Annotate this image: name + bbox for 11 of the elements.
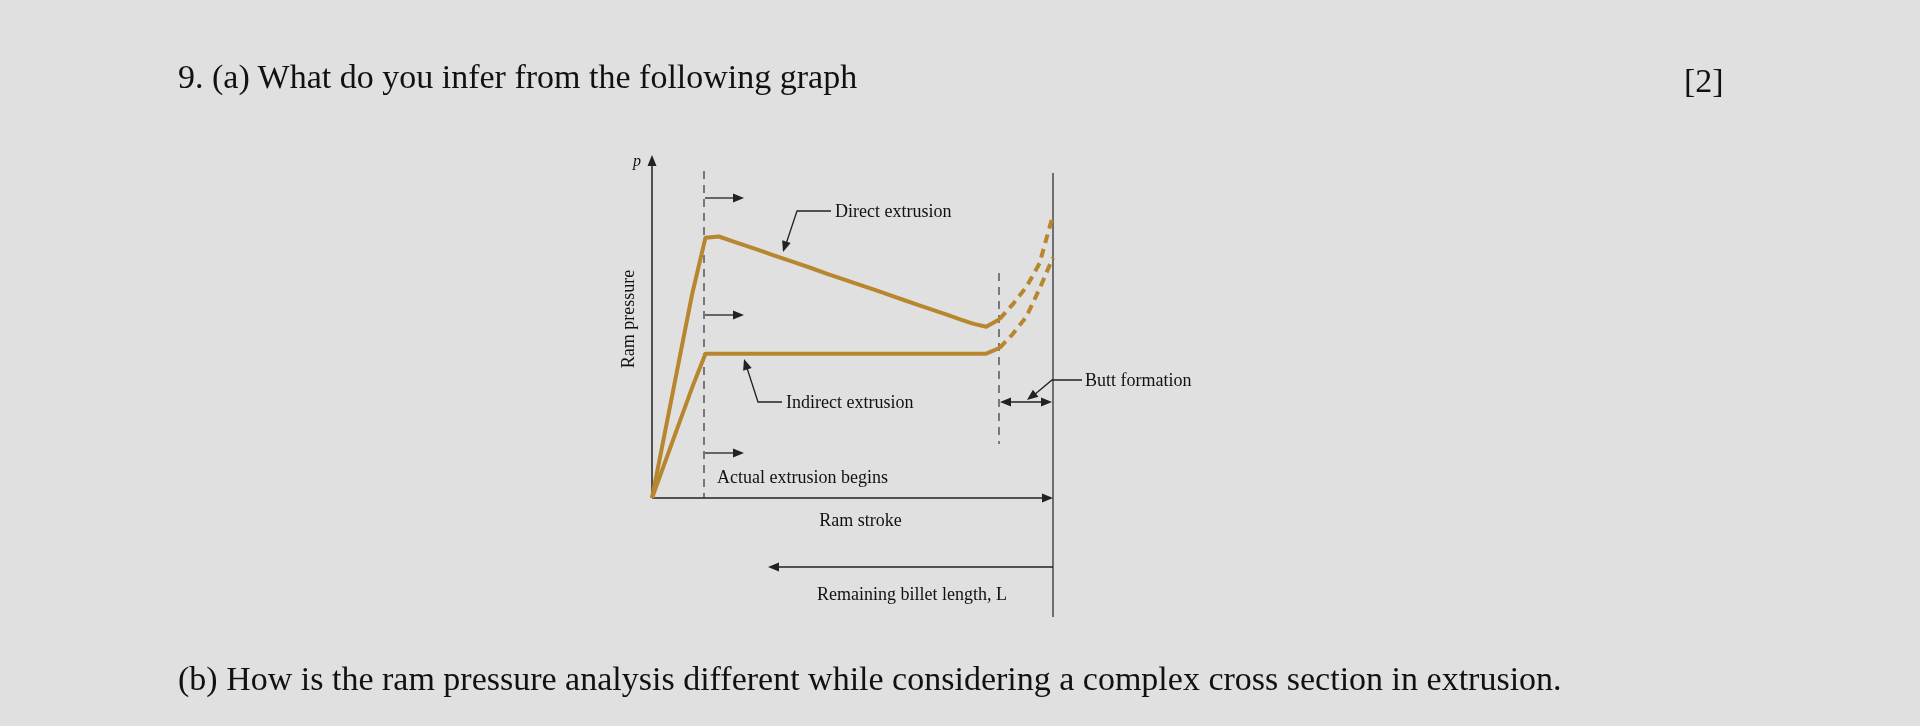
annotation: Indirect extrusion [786,392,914,412]
x-axis-title: Ram stroke [819,510,902,530]
annotation: Direct extrusion [835,201,952,221]
annotation: Actual extrusion begins [717,467,888,487]
text: Remaining billet length, L [817,584,1007,604]
chart-title: 9. (a) What do you infer from the following graph [178,58,858,96]
y-axis-title: Ram pressure [618,269,638,369]
text: [2] [1684,62,1724,99]
text: (b) How is the ram pressure analysis different while considering a complex cross section in extrusion. [178,660,1562,698]
text: p [632,152,641,170]
text: Butt formation [1085,370,1192,390]
